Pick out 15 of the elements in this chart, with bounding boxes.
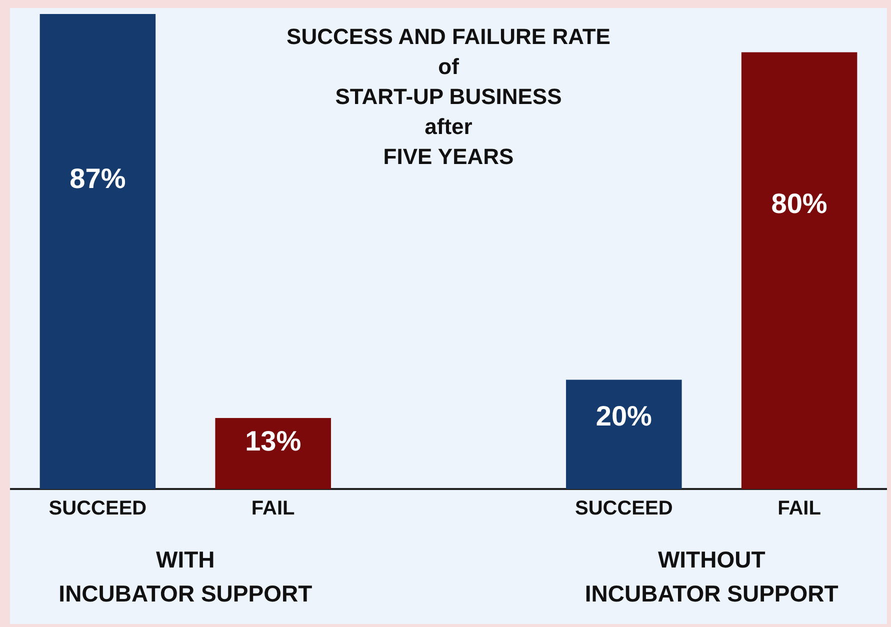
text: WITH INCUBATOR SUPPORT [58, 546, 312, 606]
bar [741, 52, 858, 489]
x-tick-label: FAIL [778, 498, 821, 520]
bar [40, 14, 156, 489]
data-label: 80% [771, 188, 828, 219]
data-label: 13% [245, 426, 302, 457]
x-tick-label: SUCCEED [48, 498, 147, 520]
text: WITHOUT INCUBATOR SUPPORT [584, 546, 838, 606]
data-label: 20% [596, 400, 652, 432]
x-tick-label: FAIL [251, 498, 295, 520]
data-label: 87% [70, 162, 126, 194]
x-tick-label: SUCCEED [575, 498, 673, 520]
text: SUCCESS AND FAILURE RATE of START-UP BUSINESS after FIVE YEARS [286, 24, 610, 170]
bar [215, 418, 331, 489]
bar [566, 380, 682, 489]
